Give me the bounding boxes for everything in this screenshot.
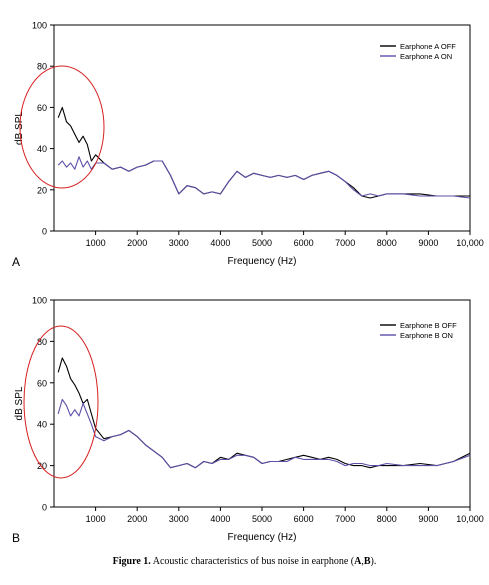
series-line-2 bbox=[57, 398, 471, 469]
x-tick-label: 7000 bbox=[335, 238, 355, 248]
series-line-2 bbox=[57, 156, 471, 199]
x-tick-label: 6000 bbox=[294, 514, 314, 524]
x-tick-label: 4000 bbox=[210, 514, 230, 524]
legend-label: Earphone A OFF bbox=[400, 42, 456, 51]
x-tick-label: 4000 bbox=[210, 238, 230, 248]
y-tick-label: 40 bbox=[37, 420, 47, 430]
y-tick-label: 20 bbox=[37, 461, 47, 471]
x-tick-label: 7000 bbox=[335, 514, 355, 524]
x-tick-label: 8000 bbox=[377, 514, 397, 524]
y-tick-label: 80 bbox=[37, 337, 47, 347]
chart-panel-b: 0 20 40 60 80 100 1000 2000 3000 4000 5000 6000 7000… bbox=[12, 296, 484, 546]
x-tick-label: 9000 bbox=[418, 238, 438, 248]
x-tick-label: 10,000 bbox=[456, 238, 484, 248]
y-tick-label: 0 bbox=[42, 227, 47, 237]
chart-panel-a: 0 20 40 60 80 100 1000 2000 3000 4000 5000 6000 7000… bbox=[12, 21, 484, 270]
highlight-ellipse bbox=[23, 325, 99, 479]
figure-caption: Figure 1. Acoustic characteristics of bu… bbox=[0, 556, 489, 567]
x-tick-label: 9000 bbox=[418, 514, 438, 524]
figure-caption-ref-b: B bbox=[363, 556, 371, 567]
y-axis-label: dB SPL bbox=[14, 111, 25, 145]
legend-label: Earphone A ON bbox=[400, 52, 452, 61]
x-tick-label: 3000 bbox=[169, 514, 189, 524]
y-tick-label: 100 bbox=[32, 21, 47, 31]
y-tick-label: 20 bbox=[37, 185, 47, 195]
figure-caption-label: Figure 1. bbox=[112, 556, 151, 567]
y-tick-label: 60 bbox=[37, 103, 47, 113]
x-tick-label: 1000 bbox=[86, 514, 106, 524]
x-tick-label: 8000 bbox=[377, 238, 397, 248]
x-tick-label: 2000 bbox=[127, 238, 147, 248]
figure-caption-text: Acoustic characteristics of bus noise in… bbox=[152, 556, 355, 567]
y-tick-label: 100 bbox=[32, 296, 47, 306]
panel-label: B bbox=[12, 531, 20, 545]
x-tick-label: 6000 bbox=[294, 238, 314, 248]
figure-caption-sep: , bbox=[361, 556, 364, 567]
y-tick-label: 60 bbox=[37, 378, 47, 388]
x-tick-label: 10,000 bbox=[456, 514, 484, 524]
x-tick-label: 3000 bbox=[169, 238, 189, 248]
x-tick-label: 2000 bbox=[127, 514, 147, 524]
y-axis-label: dB SPL bbox=[14, 386, 25, 420]
y-tick-label: 40 bbox=[37, 144, 47, 154]
legend-label: Earphone B OFF bbox=[400, 321, 457, 330]
legend-label: Earphone B ON bbox=[400, 331, 453, 340]
x-tick-label: 5000 bbox=[252, 514, 272, 524]
x-axis-label: Frequency (Hz) bbox=[228, 256, 297, 267]
y-tick-label: 80 bbox=[37, 62, 47, 72]
series-line-1 bbox=[57, 106, 470, 199]
x-axis-label: Frequency (Hz) bbox=[228, 532, 297, 543]
y-tick-label: 0 bbox=[42, 503, 47, 513]
x-tick-label: 1000 bbox=[86, 238, 106, 248]
panel-label: A bbox=[12, 255, 20, 269]
figure-caption-end: ). bbox=[370, 556, 377, 567]
x-tick-label: 5000 bbox=[252, 238, 272, 248]
figure-caption-ref-a: A bbox=[354, 556, 362, 567]
series-line-1 bbox=[57, 357, 471, 469]
highlight-ellipse bbox=[19, 65, 105, 189]
